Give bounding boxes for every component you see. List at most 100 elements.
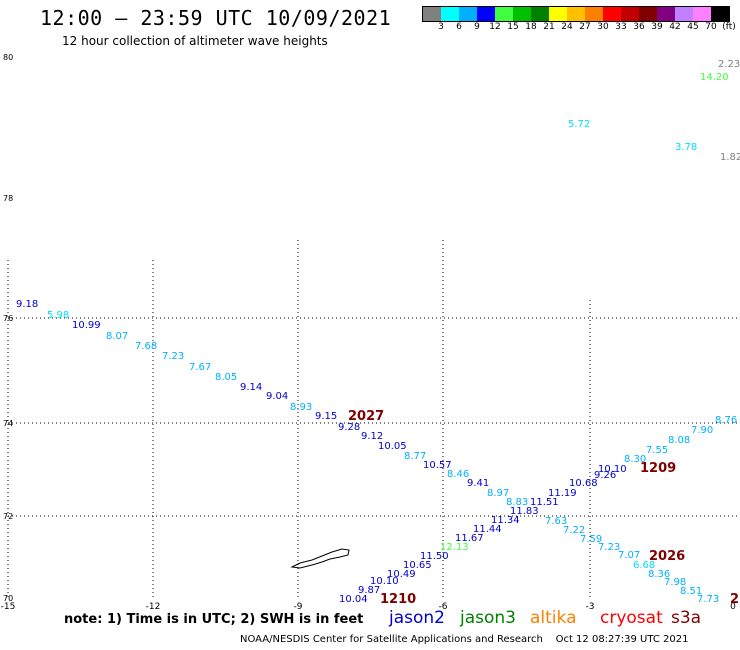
wave-height-value: 7.23 <box>162 351 184 362</box>
lat-lon-grid <box>7 240 740 598</box>
colorbar-label: 39 <box>651 22 663 32</box>
wave-height-value: 10.68 <box>569 478 598 489</box>
wave-height-value: 8.83 <box>506 497 528 508</box>
colorbar-label: 45 <box>687 22 699 32</box>
wave-height-value: 7.07 <box>618 550 640 561</box>
colorbar-swatch <box>423 7 441 21</box>
wave-height-value: 10.57 <box>423 460 452 471</box>
wave-height-value: 9.41 <box>467 478 489 489</box>
longitude-label: -9 <box>294 602 303 610</box>
colorbar-label: 21 <box>543 22 555 32</box>
colorbar-label: 30 <box>597 22 609 32</box>
wave-height-value: 10.05 <box>378 441 407 452</box>
satellite-legend-jason2: jason2 <box>389 608 445 628</box>
wave-height-value: 9.04 <box>266 391 288 402</box>
wave-height-value: 8.07 <box>106 331 128 342</box>
axis-labels: 80 78 76 74 72 70-15 -12 -9 -6 -3 0 <box>1 53 736 610</box>
colorbar-swatch <box>711 7 729 21</box>
colorbar-label: 33 <box>615 22 627 32</box>
satellite-legend-altika: altika <box>530 608 577 628</box>
wave-height-value: 8.97 <box>487 488 509 499</box>
colorbar-swatch <box>585 7 603 21</box>
wave-height-value: 11.67 <box>455 533 484 544</box>
wave-height-value: 11.50 <box>420 551 449 562</box>
wave-height-value: 7.63 <box>545 516 567 527</box>
satellite-legend-s3a: s3a <box>671 608 702 628</box>
pass-time-label: 1210 <box>380 592 416 607</box>
map-title: 12:00 – 23:59 UTC 10/09/2021 <box>40 6 392 30</box>
colorbar-swatch <box>675 7 693 21</box>
wave-height-map: 80 78 76 74 72 70-15 -12 -9 -6 -3 0 2.23 14.20 5.72 3… <box>1 53 740 610</box>
wave-height-value: 5.72 <box>568 119 590 130</box>
wave-height-value: 11.51 <box>530 497 559 508</box>
satellite-legend-cryosat: cryosat <box>600 608 663 628</box>
wave-height-value: 9.12 <box>361 431 383 442</box>
wave-height-value: 8.36 <box>648 569 670 580</box>
colorbar-label: 18 <box>525 22 537 32</box>
colorbar-swatch <box>441 7 459 21</box>
longitude-label: 0 <box>730 602 736 610</box>
wave-height-value: 7.59 <box>580 534 602 545</box>
longitude-label: -12 <box>146 602 161 610</box>
wave-height-value: 2.23 <box>718 59 740 70</box>
latitude-label: 76 <box>3 314 13 323</box>
colorbar-swatch <box>621 7 639 21</box>
wave-height-value: 11.34 <box>491 515 520 526</box>
pass-time-label: 2026 <box>649 549 685 564</box>
colorbar-label: 42 <box>669 22 681 32</box>
colorbar-label: 9 <box>474 22 480 32</box>
latitude-label: 70 <box>3 594 13 603</box>
longitude-label: -15 <box>1 602 16 610</box>
wave-height-value: 10.99 <box>72 320 101 331</box>
wave-height-value: 9.18 <box>16 299 38 310</box>
wave-height-value: 8.08 <box>668 435 690 446</box>
wave-height-value: 8.30 <box>624 454 646 465</box>
satellite-legend-jason3: jason3 <box>460 608 516 628</box>
generated-timestamp: Oct 12 08:27:39 UTC 2021 <box>555 634 689 645</box>
wave-height-colorbar <box>422 6 730 22</box>
longitude-label: -6 <box>439 602 448 610</box>
credit-line: NOAA/NESDIS Center for Satellite Applica… <box>240 634 689 645</box>
wave-height-value: 8.93 <box>290 402 312 413</box>
colorbar-swatch <box>639 7 657 21</box>
wave-height-value: 7.90 <box>691 425 713 436</box>
wave-height-value: 9.87 <box>358 585 380 596</box>
colorbar-swatch <box>549 7 567 21</box>
colorbar-swatch <box>693 7 711 21</box>
wave-height-value: 10.04 <box>339 594 368 605</box>
wave-height-value: 7.98 <box>664 577 686 588</box>
colorbar-swatch <box>477 7 495 21</box>
wave-height-value: 8.76 <box>715 415 737 426</box>
wave-height-value: 3.78 <box>675 142 697 153</box>
colorbar-label: 27 <box>579 22 591 32</box>
colorbar-swatch <box>657 7 675 21</box>
wave-height-value: 11.83 <box>510 506 539 517</box>
pass-time-label: 2 <box>730 592 739 607</box>
pass-time-label: 1209 <box>640 461 676 476</box>
latitude-label: 80 <box>3 53 13 62</box>
wave-height-value: 8.46 <box>447 469 469 480</box>
colorbar-label: 24 <box>561 22 573 32</box>
wave-height-value: 7.73 <box>697 594 719 605</box>
footnote: note: 1) Time is in UTC; 2) SWH is in fe… <box>64 612 364 627</box>
colorbar-label: 70 <box>705 22 717 32</box>
colorbar-swatch <box>531 7 549 21</box>
wave-height-value: 9.15 <box>315 411 337 422</box>
wave-height-value: 9.14 <box>240 382 262 393</box>
wave-height-value: 9.28 <box>338 422 360 433</box>
pass-time-label: 2027 <box>348 409 384 424</box>
longitude-label: -3 <box>586 602 595 610</box>
wave-height-value: 7.55 <box>646 445 668 456</box>
wave-height-value: 7.23 <box>598 542 620 553</box>
latitude-label: 78 <box>3 194 13 203</box>
wave-height-value: 7.67 <box>189 362 211 373</box>
colorbar-label: 12 <box>489 22 501 32</box>
wave-height-value: 10.65 <box>403 560 432 571</box>
wave-height-value: 12.13 <box>440 542 469 553</box>
wave-height-value: 8.51 <box>680 586 702 597</box>
colorbar-label: (ft) <box>722 22 736 32</box>
wave-height-value: 1.82 <box>720 152 740 163</box>
colorbar-swatch <box>603 7 621 21</box>
wave-height-value: 11.19 <box>548 488 577 499</box>
